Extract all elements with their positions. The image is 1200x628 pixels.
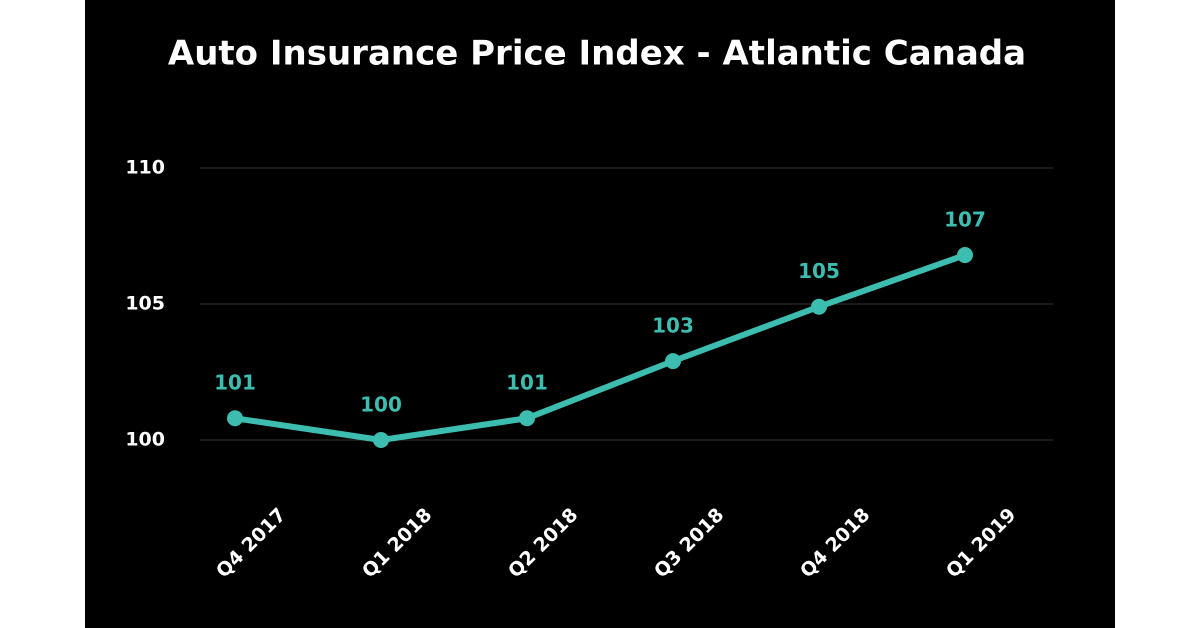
y-tick-label: 100 <box>125 429 165 451</box>
value-label: 105 <box>798 259 840 283</box>
value-label: 101 <box>214 371 256 395</box>
point <box>227 410 243 427</box>
value-label: 103 <box>652 314 694 338</box>
point <box>957 247 973 264</box>
point <box>373 432 389 448</box>
chart-title: Auto Insurance Price Index - Atlantic Ca… <box>168 34 1026 74</box>
point <box>519 410 535 427</box>
point <box>665 353 681 370</box>
y-tick-label: 105 <box>125 293 165 315</box>
value-label: 100 <box>360 393 402 417</box>
value-label: 101 <box>506 371 548 395</box>
y-tick-label: 110 <box>125 157 165 179</box>
line <box>234 252 967 443</box>
point <box>811 298 827 315</box>
chart-background <box>85 0 1115 628</box>
value-label: 107 <box>944 208 986 232</box>
